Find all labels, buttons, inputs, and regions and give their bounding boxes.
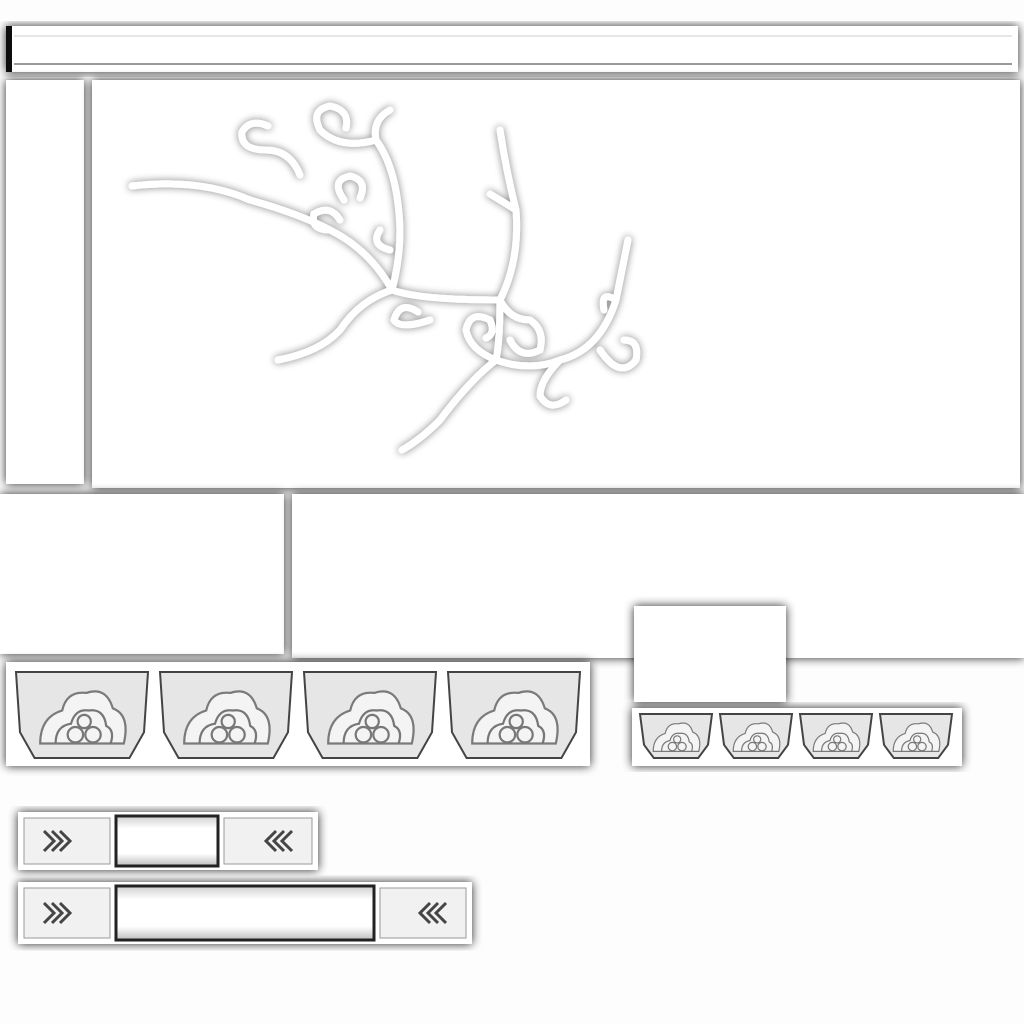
vine-panel — [92, 80, 1020, 488]
cloud-motif-icon — [638, 713, 714, 759]
cloud-motif-icon — [718, 713, 794, 759]
cloud-motif-icon — [878, 713, 954, 759]
long-carved-beam — [18, 882, 472, 944]
cloud-motif-icon — [446, 671, 582, 759]
cloud-motif-icon — [798, 713, 874, 759]
left-post-panel — [6, 80, 84, 484]
short-carved-beam — [18, 812, 318, 870]
small-square-panel — [634, 606, 786, 702]
lower-left-block — [0, 494, 284, 654]
scroll-vine-icon — [128, 102, 641, 454]
cloud-motif-icon — [302, 671, 438, 759]
top-rail-strip — [6, 26, 1018, 72]
cloud-motif-icon — [158, 671, 294, 759]
cloud-motif-icon — [14, 671, 150, 759]
chevron-ornament-icon — [23, 887, 467, 939]
chevron-ornament-icon — [23, 817, 313, 865]
